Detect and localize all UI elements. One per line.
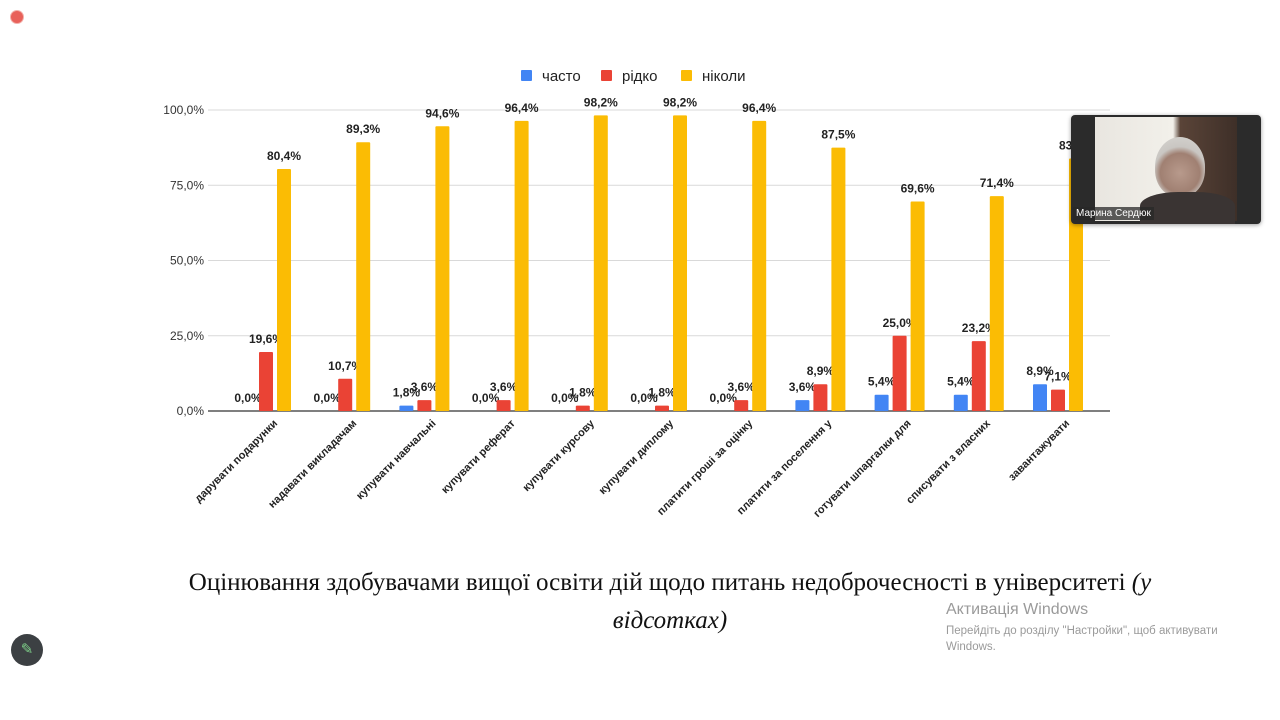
data-label: 69,6% — [901, 182, 935, 196]
x-tick-label: завантажувати — [1006, 418, 1072, 484]
legend-swatch-0 — [521, 70, 532, 81]
y-tick-label: 75,0% — [170, 178, 204, 192]
bar-1 — [1051, 389, 1065, 411]
data-label: 98,2% — [663, 95, 697, 109]
data-label: 3,6% — [728, 380, 756, 394]
data-label: 3,6% — [789, 380, 817, 394]
bar-1 — [734, 400, 749, 411]
y-tick-label: 0,0% — [177, 404, 205, 418]
annotate-pencil-button[interactable]: ✎ — [11, 634, 43, 666]
data-label: 19,6% — [249, 332, 283, 346]
data-label: 7,1% — [1044, 370, 1072, 384]
data-label: 8,9% — [1026, 364, 1054, 378]
data-label: 0,0% — [551, 391, 579, 405]
data-label: 3,6% — [490, 380, 518, 394]
bar-1 — [892, 335, 907, 411]
data-label: 0,0% — [630, 391, 658, 405]
bar-1 — [655, 405, 669, 411]
y-tick-label: 25,0% — [170, 329, 204, 343]
video-feed — [1095, 117, 1237, 224]
bar-1 — [338, 378, 353, 411]
data-label: 5,4% — [868, 375, 896, 389]
data-label: 10,7% — [328, 359, 362, 373]
bar-0 — [795, 400, 810, 411]
data-label: 96,4% — [505, 101, 539, 115]
legend-label: часто — [542, 68, 581, 85]
watermark-title: Активація Windows — [946, 601, 1089, 618]
bar-1 — [496, 400, 511, 411]
x-tick-label: купувати реферат — [439, 417, 518, 496]
data-label: 94,6% — [425, 106, 459, 120]
participant-video[interactable]: Марина Сердюк — [1071, 115, 1261, 224]
data-label: 25,0% — [883, 316, 917, 330]
x-tick-label: надавати викладачам — [266, 418, 359, 511]
chart-caption: Оцінювання здобувачами вищої освіти дій … — [170, 564, 1170, 640]
data-label: 71,4% — [980, 176, 1014, 190]
bar-0 — [953, 394, 968, 411]
data-label: 0,0% — [234, 391, 262, 405]
watermark-text: Перейдіть до розділу "Настройки", щоб ак… — [946, 625, 1218, 653]
bar-2 — [593, 115, 608, 411]
data-label: 1,8% — [569, 386, 597, 400]
bar-2 — [277, 168, 291, 411]
bar-2 — [673, 115, 687, 411]
bar-0 — [399, 405, 414, 411]
data-label: 80,4% — [267, 149, 301, 163]
bar-1 — [417, 400, 432, 411]
bar-chart: 0,0% 25,0% 50,0% 75,0% 100,0% часто рідко нікол… — [163, 68, 1110, 520]
legend-swatch-1 — [601, 70, 612, 81]
bar-0 — [874, 394, 889, 411]
bar-0 — [1033, 384, 1047, 411]
data-label: 87,5% — [821, 128, 855, 142]
y-tick-label: 100,0% — [163, 103, 204, 117]
bar-2 — [989, 196, 1004, 411]
bar-2 — [356, 142, 371, 411]
data-label: 1,8% — [648, 386, 676, 400]
legend-label: рідко — [622, 68, 658, 85]
data-label: 0,0% — [314, 391, 342, 405]
bar-2 — [910, 201, 925, 411]
recording-indicator-icon — [10, 10, 24, 24]
bar-1 — [971, 341, 986, 411]
windows-activation-watermark: Активація Windows Перейдіть до розділу "… — [946, 601, 1266, 655]
bar-2 — [435, 126, 450, 411]
x-tick-label: дарувати подарунки — [193, 418, 280, 505]
bar-2 — [831, 147, 846, 411]
data-label: 0,0% — [472, 391, 500, 405]
x-tick-label: купувати диплому — [597, 417, 677, 497]
data-label: 8,9% — [807, 364, 835, 378]
participant-name: Марина Сердюк — [1073, 207, 1154, 220]
bar-1 — [575, 405, 590, 411]
x-tick-label: списувати з власних — [904, 417, 993, 506]
data-label: 3,6% — [411, 380, 439, 394]
data-label: 5,4% — [947, 375, 975, 389]
data-label: 89,3% — [346, 122, 380, 136]
data-label: 1,8% — [393, 386, 421, 400]
caption-text: Оцінювання здобувачами вищої освіти дій … — [188, 569, 1126, 596]
x-tick-label: купувати навчальні — [354, 418, 438, 502]
bar-2 — [514, 120, 529, 411]
caption-italic: (у відсотках) — [612, 569, 1152, 634]
legend-swatch-2 — [681, 70, 692, 81]
bar-1 — [813, 384, 828, 411]
data-label: 0,0% — [710, 391, 738, 405]
x-tick-label: купувати курсову — [521, 417, 598, 494]
data-label: 98,2% — [584, 95, 618, 109]
y-tick-label: 50,0% — [170, 254, 204, 268]
pencil-icon: ✎ — [20, 641, 34, 658]
bar-1 — [259, 352, 273, 411]
data-label: 23,2% — [962, 321, 996, 335]
data-label: 96,4% — [742, 101, 776, 115]
legend-label: ніколи — [702, 68, 746, 85]
bar-2 — [752, 120, 767, 411]
